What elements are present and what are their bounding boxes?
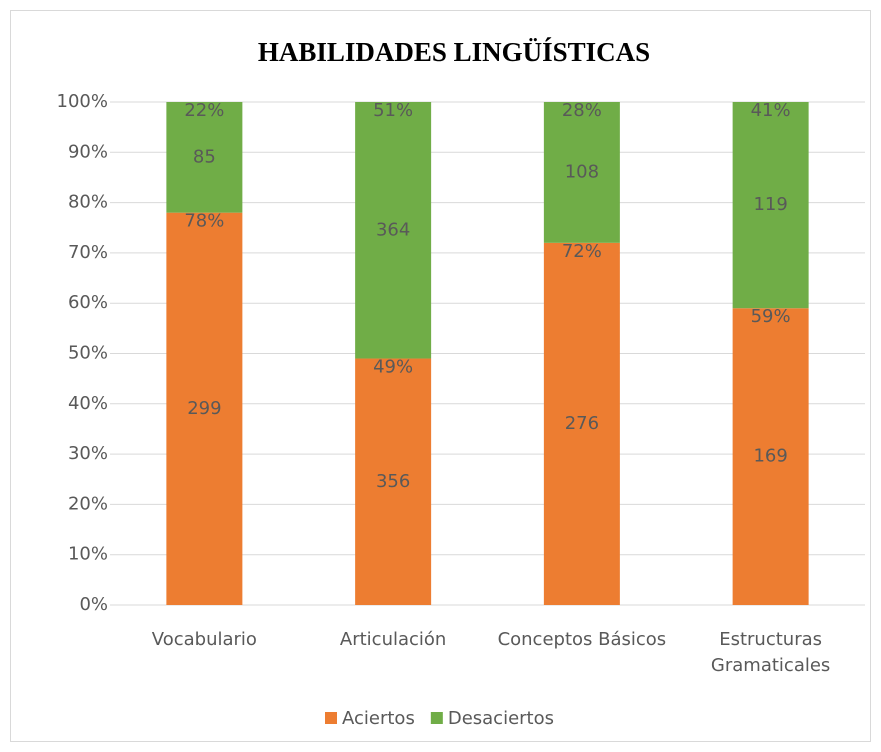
bar-segment (166, 102, 243, 213)
percent-label: 72% (562, 241, 602, 262)
y-tick-label: 50% (68, 343, 108, 364)
percent-label: 28% (562, 100, 602, 121)
count-label: 276 (565, 413, 599, 434)
count-label: 108 (565, 161, 599, 182)
y-tick-label: 90% (68, 141, 108, 162)
bar-segment (166, 212, 243, 605)
percent-label: 59% (751, 306, 791, 327)
percent-label: 22% (184, 100, 224, 121)
y-tick-label: 80% (68, 192, 108, 213)
bar-segment (543, 102, 620, 243)
y-tick-label: 0% (79, 594, 108, 615)
y-tick-label: 30% (68, 443, 108, 464)
count-label: 356 (376, 471, 410, 492)
count-label: 169 (753, 446, 787, 467)
x-tick-label: Articulación (340, 629, 446, 650)
y-tick-label: 100% (57, 91, 108, 112)
legend-swatch (430, 712, 443, 724)
chart-title: HABILIDADES LINGÜÍSTICAS (258, 37, 650, 67)
x-tick-label: Conceptos Básicos (498, 629, 667, 650)
count-label: 299 (187, 398, 221, 419)
bar-segment (355, 102, 432, 359)
legend-label: Desaciertos (448, 708, 554, 729)
bar-segment (732, 102, 809, 309)
percent-label: 78% (184, 211, 224, 232)
x-tick-label: Estructuras Gramaticales (711, 629, 830, 676)
y-tick-label: 70% (68, 242, 108, 263)
chart-border (10, 10, 871, 742)
count-label: 85 (193, 146, 216, 167)
x-tick-label: Vocabulario (152, 629, 257, 650)
y-tick-label: 40% (68, 393, 108, 414)
percent-label: 51% (373, 100, 413, 121)
count-label: 119 (753, 194, 787, 215)
y-tick-label: 20% (68, 493, 108, 514)
legend-swatch (325, 712, 337, 724)
y-tick-label: 60% (68, 292, 108, 313)
count-label: 364 (376, 219, 410, 240)
bar-segment (732, 308, 809, 605)
percent-label: 41% (751, 100, 791, 121)
legend-label: Aciertos (342, 708, 415, 729)
bar-segment (355, 358, 432, 605)
percent-label: 49% (373, 357, 413, 378)
y-tick-label: 10% (68, 544, 108, 565)
bar-segment (543, 242, 620, 605)
